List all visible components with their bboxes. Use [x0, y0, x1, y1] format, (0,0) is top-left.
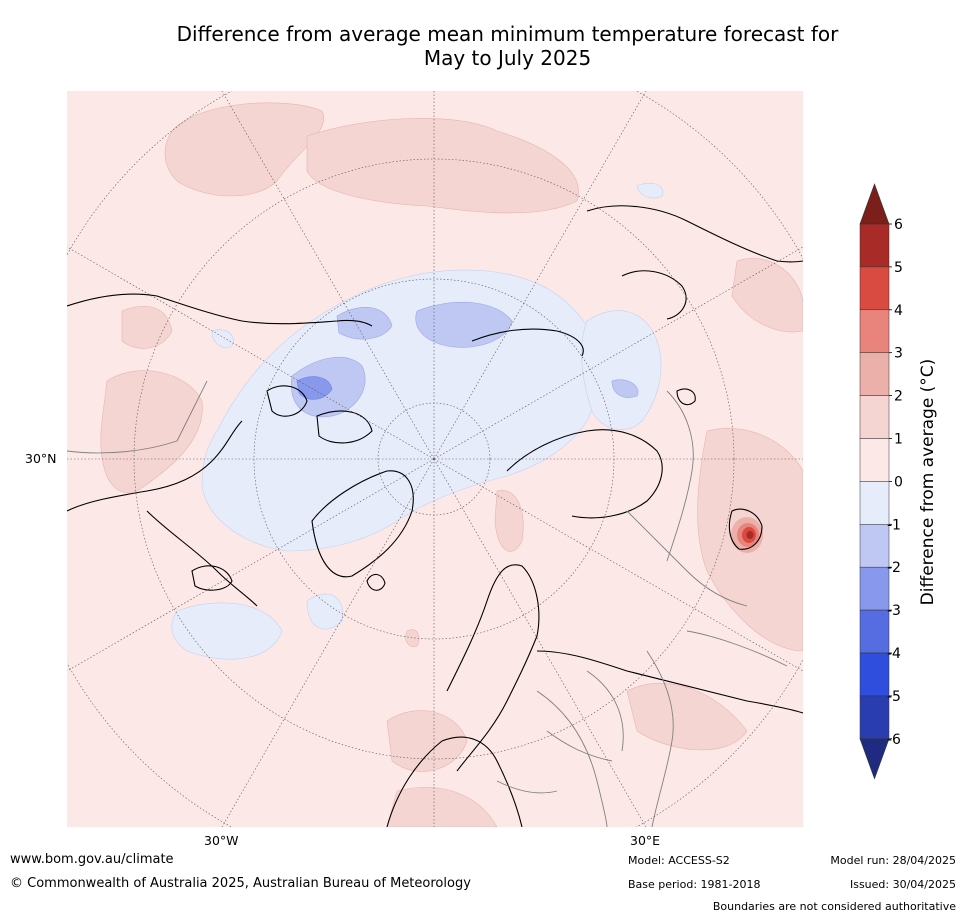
forecast-map — [67, 91, 803, 827]
colorbar-tick-label: 4 — [894, 303, 903, 319]
colorbar-bin — [859, 438, 890, 482]
footer-issued: Issued: 30/04/2025 — [849, 878, 956, 891]
colorbar-bin — [859, 395, 890, 439]
colorbar-under-arrow — [859, 738, 890, 780]
footer-base-period: Base period: 1981-2018 — [628, 878, 761, 891]
footer-website: www.bom.gov.au/climate — [10, 852, 174, 867]
map-canvas — [67, 91, 803, 827]
chart-title: Difference from average mean minimum tem… — [40, 22, 965, 70]
lon-label-30e: 30°E — [630, 833, 661, 848]
colorbar-over-arrow — [859, 183, 890, 225]
colorbar-bin — [859, 524, 890, 568]
title-line-2: May to July 2025 — [423, 46, 592, 70]
footer-disclaimer: Boundaries are not considered authoritat… — [712, 900, 956, 913]
graticule — [67, 91, 803, 827]
colorbar-bin — [859, 566, 890, 611]
colorbar-tick-label: -2 — [887, 560, 901, 576]
colorbar-bin — [859, 652, 890, 697]
colorbar-tick-label: 1 — [894, 432, 903, 448]
colorbar-tick-label: -6 — [887, 732, 901, 748]
colorbar-tick-label: -3 — [887, 603, 901, 619]
colorbar-tick-label: 0 — [894, 474, 903, 490]
lat-label-30n: 30°N — [25, 451, 57, 466]
colorbar-tick-label: -4 — [887, 646, 901, 662]
coastlines — [67, 205, 803, 827]
footer-model: Model: ACCESS-S2 — [628, 854, 730, 867]
colorbar-tick-label: 3 — [894, 346, 903, 362]
colorbar-tick-label: 2 — [894, 389, 903, 405]
country-borders — [67, 380, 788, 827]
colorbar-bin — [859, 352, 890, 396]
colorbar-bin — [859, 309, 890, 353]
lon-label-30w: 30°W — [204, 833, 239, 848]
colorbar-bin — [859, 695, 890, 740]
footer-model-run: Model run: 28/04/2025 — [830, 854, 956, 867]
colorbar-tick-label: 5 — [894, 260, 903, 276]
warm-anomaly-regions — [100, 102, 803, 827]
colorbar-bin — [859, 266, 890, 311]
colorbar-title: Difference from average (°C) — [918, 358, 938, 606]
colder-anomaly-regions — [296, 376, 333, 400]
title-line-1: Difference from average mean minimum tem… — [176, 22, 839, 46]
colorbar-bin — [859, 223, 890, 268]
footer-copyright: © Commonwealth of Australia 2025, Austra… — [10, 876, 471, 891]
colorbar-tick-label: 6 — [894, 217, 903, 233]
colorbar-bin — [859, 481, 890, 525]
colorbar-bin — [859, 609, 890, 654]
colorbar: 6 5 4 3 2 1 0 -1 -2 -3 -4 -5 -6 — [859, 183, 903, 780]
colorbar-tick-label: -1 — [887, 517, 901, 533]
hot-spot — [731, 517, 763, 553]
cool-anomaly-regions — [171, 182, 664, 660]
colorbar-tick-label: -5 — [887, 689, 901, 705]
